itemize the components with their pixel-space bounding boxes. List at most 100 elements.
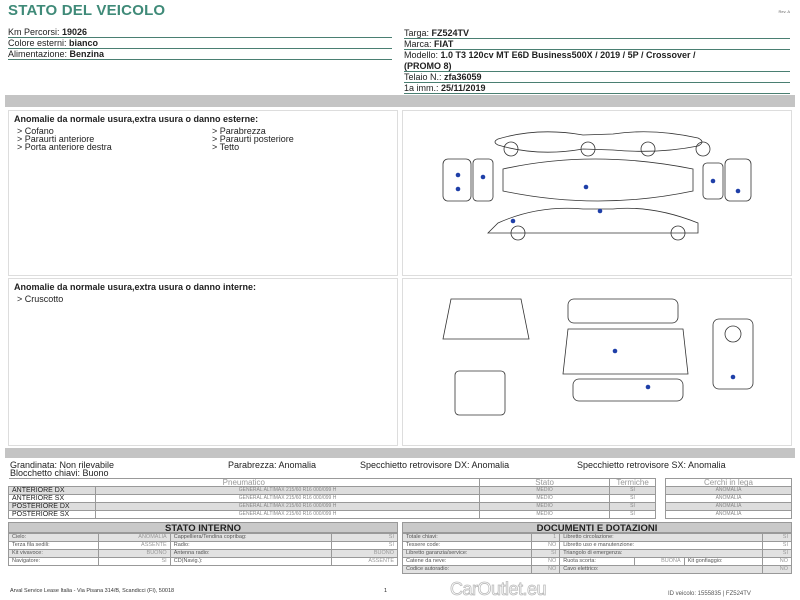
table-row: Kit vivavoce: BUONO Antenna radio: BUONO (7, 549, 399, 558)
rear-seat-view (454, 370, 506, 416)
field-label: CD(Navig.): (169, 557, 332, 566)
page-number: 1 (384, 588, 388, 594)
interior-heading: Anomalie da normale usura,extra usura o … (14, 282, 257, 292)
damage-markers (612, 348, 736, 390)
cerchi-value: ANOMALIA (665, 494, 792, 503)
damage-markers (455, 172, 741, 224)
wheel (510, 225, 526, 241)
table-row: POSTERIORE DX GENERAL ALTIMAX 215/60 R16 … (8, 502, 656, 511)
stato-interno-table: STATO INTERNO Cielo: ANOMALIA Cappelliera/… (7, 522, 399, 566)
field-label: Kit vivavoce: (7, 549, 100, 558)
info-immatricolazione: 1a imm.: 25/11/2019 (404, 83, 790, 94)
field-value: SI (762, 541, 792, 550)
steering-wheel (724, 325, 742, 343)
table-row: ANTERIORE DX GENERAL ALTIMAX 215/60 R16 0… (8, 486, 656, 495)
specchietto-sx-status: Specchietto retrovisore SX: Anomalia (577, 460, 726, 470)
field-value: SI (330, 533, 399, 542)
tire-state: MEDIO (479, 494, 611, 503)
field-label: Codice autoradio: (402, 565, 532, 574)
damage-item: > Tetto (212, 142, 240, 152)
tire-position: ANTERIORE SX (8, 494, 96, 503)
car-front-view (442, 158, 472, 202)
header-termiche: Termiche (609, 478, 656, 487)
field-value: SI (330, 541, 399, 550)
trunk-interior (442, 298, 530, 340)
field-value: NO (762, 565, 792, 574)
damage-item: > Cruscotto (17, 294, 64, 304)
table-row: Totale chiavi: 1 Libretto circolazione: SI (402, 533, 792, 542)
table-row: Libretto garanzia/service: SI Triangolo di… (402, 549, 792, 558)
wheel (640, 141, 656, 157)
tire-model: GENERAL ALTIMAX 215/60 R16 000/099 H (94, 494, 481, 503)
table-row: Terza fila sedili: ASSENTE Radio: SI (7, 541, 399, 550)
wheel (670, 225, 686, 241)
damage-item: > Parabrezza (212, 126, 266, 136)
wheel (580, 141, 596, 157)
field-value: ASSENTE (330, 557, 399, 566)
field-label: Libretto uso e manutenzione: (559, 541, 764, 550)
document-id: ID veicolo: 1555835 | FZ524TV (668, 591, 751, 597)
tire-position: POSTERIORE DX (8, 502, 96, 511)
table-row: Navigatore: SI CD(Navig.): ASSENTE (7, 557, 399, 566)
info-colore: Colore esterni: bianco (8, 38, 392, 49)
damage-item: > Paraurti anteriore (17, 134, 95, 144)
dashboard-view (712, 318, 754, 390)
field-label: Antenna radio: (169, 549, 332, 558)
info-km: Km Percorsi: 19026 (8, 27, 392, 38)
field-label: Ruota scorta: (559, 557, 635, 566)
blocchetto-chiavi: Blocchetto chiavi: Buono (10, 468, 109, 478)
table-row: ANTERIORE SX GENERAL ALTIMAX 215/60 R16 0… (8, 494, 656, 503)
field-value: NO (530, 541, 561, 550)
documenti-title: DOCUMENTI E DOTAZIONI (402, 522, 792, 534)
field-value: SI (98, 557, 171, 566)
field-value: SI (530, 549, 561, 558)
field-value: ANOMALIA (98, 533, 171, 542)
info-modello-cont: (PROMO 8) (404, 61, 790, 72)
car-hood-view (472, 158, 494, 202)
field-label: Cavo elettrico: (559, 565, 764, 574)
car-interior-diagram (442, 298, 754, 416)
cerchi-value: ANOMALIA (665, 486, 792, 495)
tire-winter: SI (609, 494, 656, 503)
field-value: SI (762, 533, 792, 542)
table-row: Tessere code: NO Libretto uso e manutenzio… (402, 541, 792, 550)
field-value: BUONO (330, 549, 399, 558)
tire-winter: SI (609, 486, 656, 495)
field-value: SI (762, 549, 792, 558)
damage-item: > Paraurti posteriore (212, 134, 294, 144)
tire-position: ANTERIORE DX (8, 486, 96, 495)
field-value: NO (530, 565, 561, 574)
cerchi-value: ANOMALIA (665, 502, 792, 511)
info-modello: Modello: 1.0 T3 120cv MT E6D Business500… (404, 50, 696, 60)
header-stato: Stato (479, 478, 611, 487)
section-divider (5, 448, 795, 458)
table-row: POSTERIORE SX GENERAL ALTIMAX 215/60 R16 … (8, 510, 656, 519)
watermark-logo: CarOutlet.eu (450, 579, 547, 599)
cerchi-value: ANOMALIA (665, 510, 792, 519)
documenti-table: DOCUMENTI E DOTAZIONI Totale chiavi: 1 Lib… (402, 522, 792, 574)
car-trunk-view (702, 162, 724, 200)
exterior-damage-panel: Anomalie da normale usura,extra usura o … (8, 110, 398, 276)
car-rear-view (724, 158, 752, 202)
cerchi-table: Cerchi in lega ANOMALIA ANOMALIA ANOMALI… (665, 478, 792, 519)
field-label: Radio: (169, 541, 332, 550)
tire-position: POSTERIORE SX (8, 510, 96, 519)
section-divider (5, 95, 795, 107)
info-telaio: Telaio N.: zfa36059 (404, 72, 790, 83)
tire-model: GENERAL ALTIMAX 215/60 R16 000/099 H (94, 486, 481, 495)
parabrezza-status: Parabrezza: Anomalia (228, 460, 317, 470)
field-value: BUONO (98, 549, 171, 558)
field-value: NO (530, 557, 561, 566)
field-label: Totale chiavi: (402, 533, 532, 542)
footer-address: Arval Service Lease Italia - Via Pisana … (10, 588, 175, 594)
car-top-view (502, 158, 694, 202)
specchietto-dx-status: Specchietto retrovisore DX: Anomalia (360, 460, 510, 470)
car-exterior-diagram (442, 131, 752, 241)
field-value: 1 (530, 533, 561, 542)
exterior-damage-list: > Cofano > Parabrezza > Paraurti anterio… (9, 126, 397, 152)
damage-item: > Cofano (17, 126, 54, 136)
table-row: Catene da neve: NO Ruota scorta: BUONA Kit g… (402, 557, 792, 566)
header-cerchi: Cerchi in lega (665, 478, 792, 487)
tires-table: Pneumatico Stato Termiche ANTERIORE DX GENE… (8, 478, 656, 519)
interior-damage-panel: Anomalie da normale usura,extra usura o … (8, 278, 398, 446)
